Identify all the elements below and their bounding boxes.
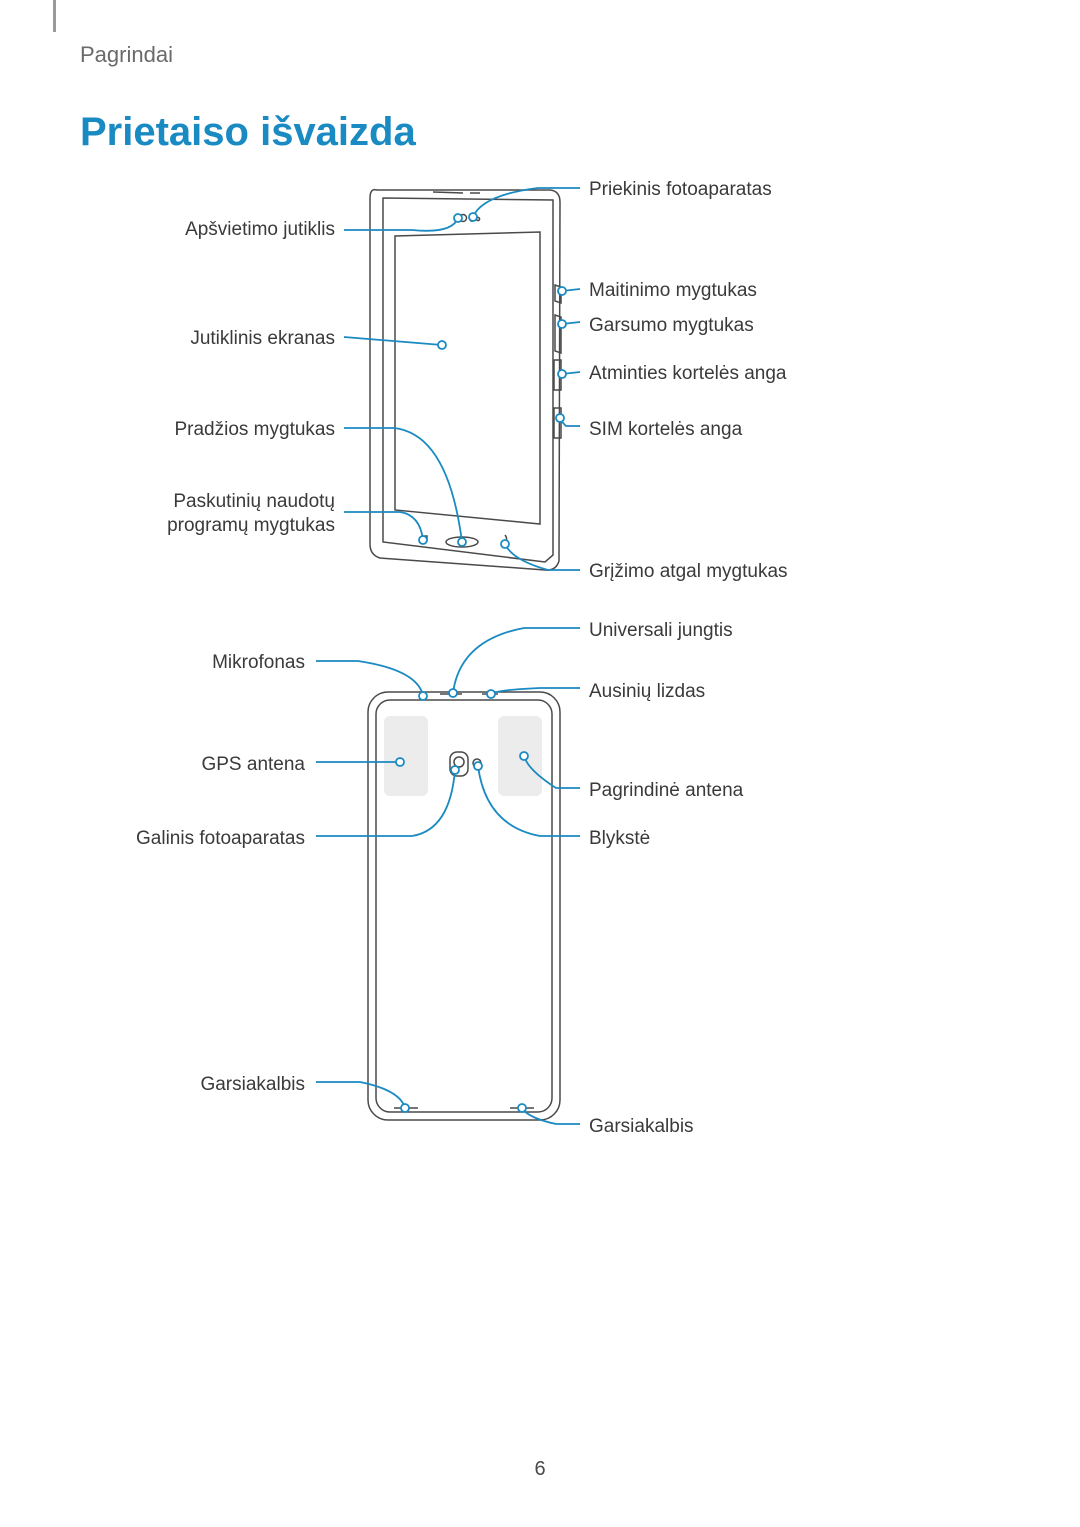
label-volume-button: Garsumo mygtukas xyxy=(589,314,889,338)
label-light-sensor: Apšvietimo jutiklis xyxy=(110,218,335,242)
label-headphone: Ausinių lizdas xyxy=(589,680,889,704)
label-power-button: Maitinimo mygtukas xyxy=(589,279,889,303)
label-microphone: Mikrofonas xyxy=(90,651,305,675)
label-speaker-left: Garsiakalbis xyxy=(90,1073,305,1097)
label-memory-slot: Atminties kortelės anga xyxy=(589,362,889,386)
front-device xyxy=(370,190,561,570)
back-device xyxy=(368,692,560,1120)
label-front-camera: Priekinis fotoaparatas xyxy=(589,178,889,202)
label-home-button: Pradžios mygtukas xyxy=(110,418,335,442)
label-sim-slot: SIM kortelės anga xyxy=(589,418,889,442)
label-gps: GPS antena xyxy=(90,753,305,777)
label-usb: Universali jungtis xyxy=(589,619,889,643)
label-recent-apps: Paskutinių naudotų programų mygtukas xyxy=(110,490,335,538)
label-speaker-right: Garsiakalbis xyxy=(589,1115,889,1139)
label-back-button: Grįžimo atgal mygtukas xyxy=(589,560,889,584)
page-number: 6 xyxy=(0,1458,1080,1481)
label-flash: Blykstė xyxy=(589,827,889,851)
label-main-antenna: Pagrindinė antena xyxy=(589,779,889,803)
label-rear-camera: Galinis fotoaparatas xyxy=(90,827,305,851)
label-touchscreen: Jutiklinis ekranas xyxy=(110,327,335,351)
